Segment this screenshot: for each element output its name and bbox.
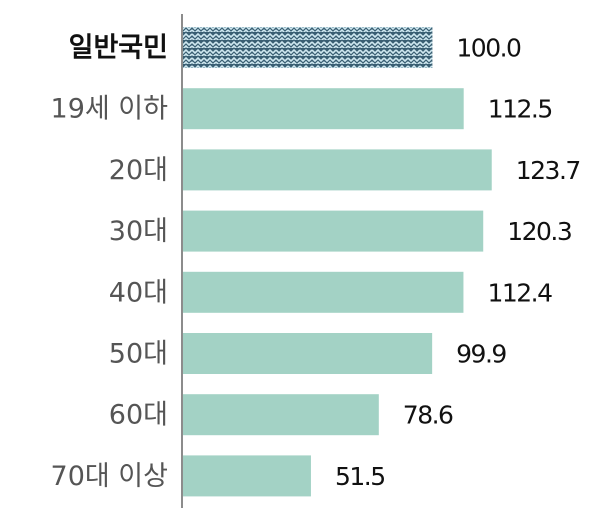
value-label-2: 123.7	[516, 156, 580, 185]
value-label-6: 78.6	[403, 401, 453, 430]
category-label-1: 19세 이하	[51, 94, 169, 125]
value-labels: 100.0 112.5 123.7 120.3 112.4 99.9 78.6 51.5	[335, 34, 581, 491]
value-label-4: 112.4	[487, 278, 552, 307]
category-label-2: 20대	[109, 155, 168, 186]
bar-3	[182, 210, 484, 252]
category-label-0: 일반국민	[69, 33, 168, 64]
category-label-4: 40대	[109, 277, 168, 308]
bar-4	[182, 271, 464, 313]
category-label-5: 50대	[109, 339, 168, 370]
category-label-6: 60대	[109, 400, 168, 431]
value-label-5: 99.9	[456, 340, 506, 369]
bars-group	[182, 27, 492, 497]
bar-0	[182, 27, 433, 68]
bar-2	[182, 149, 492, 191]
bar-1	[182, 88, 464, 130]
category-label-7: 70대 이상	[51, 461, 168, 492]
bar-5	[182, 333, 433, 374]
value-label-1: 112.5	[488, 95, 552, 124]
bar-7	[182, 455, 311, 497]
value-label-0: 100.0	[456, 34, 521, 63]
value-label-3: 120.3	[507, 217, 571, 246]
bar-6	[182, 394, 379, 436]
category-labels: 일반국민 19세 이하 20대 30대 40대 50대 60대 70대 이상	[51, 33, 169, 492]
category-label-3: 30대	[109, 216, 168, 247]
value-label-7: 51.5	[335, 462, 385, 491]
